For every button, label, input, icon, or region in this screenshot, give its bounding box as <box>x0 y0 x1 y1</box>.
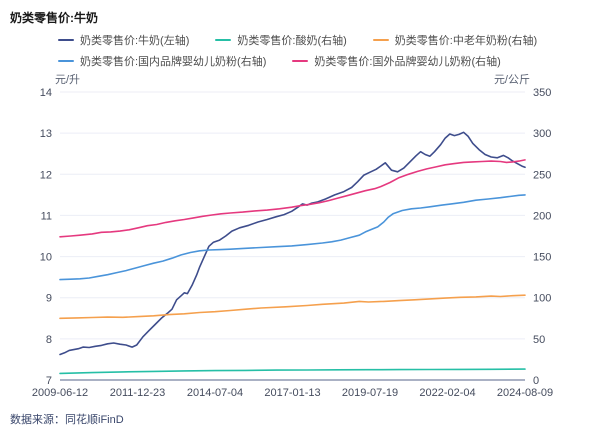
x-axis-tick: 2019-07-19 <box>342 387 398 399</box>
legend-swatch-foreign-formula <box>292 59 309 63</box>
right-axis-tick: 300 <box>533 128 551 140</box>
right-axis-tick: 200 <box>533 210 551 222</box>
left-axis-tick: 13 <box>40 128 52 140</box>
page-title: 奶类零售价:牛奶 <box>10 11 98 25</box>
left-axis-tick: 10 <box>40 252 52 264</box>
right-axis-tick: 350 <box>533 87 551 99</box>
legend: 奶类零售价:牛奶(左轴) 奶类零售价:酸奶(右轴) 奶类零售价:中老年奶粉(右轴… <box>58 32 548 69</box>
left-axis-unit: 元/升 <box>55 74 81 86</box>
legend-swatch-yogurt <box>215 38 232 42</box>
legend-swatch-milk <box>58 38 74 42</box>
data-source-note: 数据来源：同花顺iFinD <box>10 414 124 426</box>
right-axis-tick: 50 <box>533 334 545 346</box>
left-axis-tick: 8 <box>46 334 52 346</box>
right-axis-tick: 250 <box>533 169 551 181</box>
left-axis-tick: 7 <box>46 375 52 387</box>
legend-swatch-senior-powder <box>372 38 389 42</box>
left-axis-tick: 12 <box>40 169 52 181</box>
x-axis-tick: 2014-07-04 <box>187 387 243 399</box>
right-axis-unit: 元/公斤 <box>493 74 530 86</box>
left-axis-tick: 11 <box>41 210 52 222</box>
left-axis-tick: 14 <box>40 87 52 99</box>
x-axis-tick: 2017-01-13 <box>264 387 320 399</box>
legend-item-senior-powder: 奶类零售价:中老年奶粉(右轴) <box>372 32 538 48</box>
series-line-4 <box>59 159 526 238</box>
legend-item-domestic-formula: 奶类零售价:国内品牌婴幼儿奶粉(右轴) <box>58 53 266 69</box>
legend-label: 奶类零售价:酸奶(右轴) <box>237 35 347 47</box>
x-axis-tick: 2022-02-04 <box>419 387 475 399</box>
legend-label: 奶类零售价:国外品牌婴幼儿奶粉(右轴) <box>314 56 501 68</box>
legend-item-milk: 奶类零售价:牛奶(左轴) <box>58 32 189 48</box>
legend-label: 奶类零售价:中老年奶粉(右轴) <box>394 35 538 47</box>
right-axis-tick: 150 <box>533 252 551 264</box>
legend-item-foreign-formula: 奶类零售价:国外品牌婴幼儿奶粉(右轴) <box>292 53 501 69</box>
legend-item-yogurt: 奶类零售价:酸奶(右轴) <box>215 32 347 48</box>
right-axis-tick: 0 <box>533 375 539 387</box>
series-line-1 <box>59 368 526 375</box>
x-axis-tick: 2024-08-09 <box>497 387 553 399</box>
right-axis-tick: 100 <box>533 293 551 305</box>
legend-label: 奶类零售价:国内品牌婴幼儿奶粉(右轴) <box>80 56 267 68</box>
left-axis-tick: 9 <box>46 293 52 305</box>
series-line-3 <box>59 194 526 281</box>
series-line-2 <box>59 294 526 320</box>
series-line-0 <box>59 131 526 356</box>
legend-swatch-domestic-formula <box>58 59 74 63</box>
x-axis-tick: 2009-06-12 <box>32 387 88 399</box>
x-axis-tick: 2011-12-23 <box>110 387 165 399</box>
legend-label: 奶类零售价:牛奶(左轴) <box>80 35 190 47</box>
